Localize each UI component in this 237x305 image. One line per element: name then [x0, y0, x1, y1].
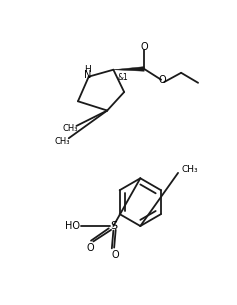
Text: S: S [110, 221, 117, 231]
Text: O: O [87, 242, 94, 253]
Polygon shape [113, 66, 144, 71]
Text: H: H [85, 65, 91, 74]
Text: CH₃: CH₃ [181, 164, 198, 174]
Text: &1: &1 [117, 73, 128, 82]
Text: O: O [140, 41, 148, 52]
Text: CH₃: CH₃ [63, 124, 78, 133]
Text: O: O [111, 249, 119, 260]
Text: CH₃: CH₃ [55, 137, 70, 146]
Text: HO: HO [65, 221, 80, 231]
Text: N: N [84, 70, 92, 80]
Text: O: O [158, 76, 166, 85]
